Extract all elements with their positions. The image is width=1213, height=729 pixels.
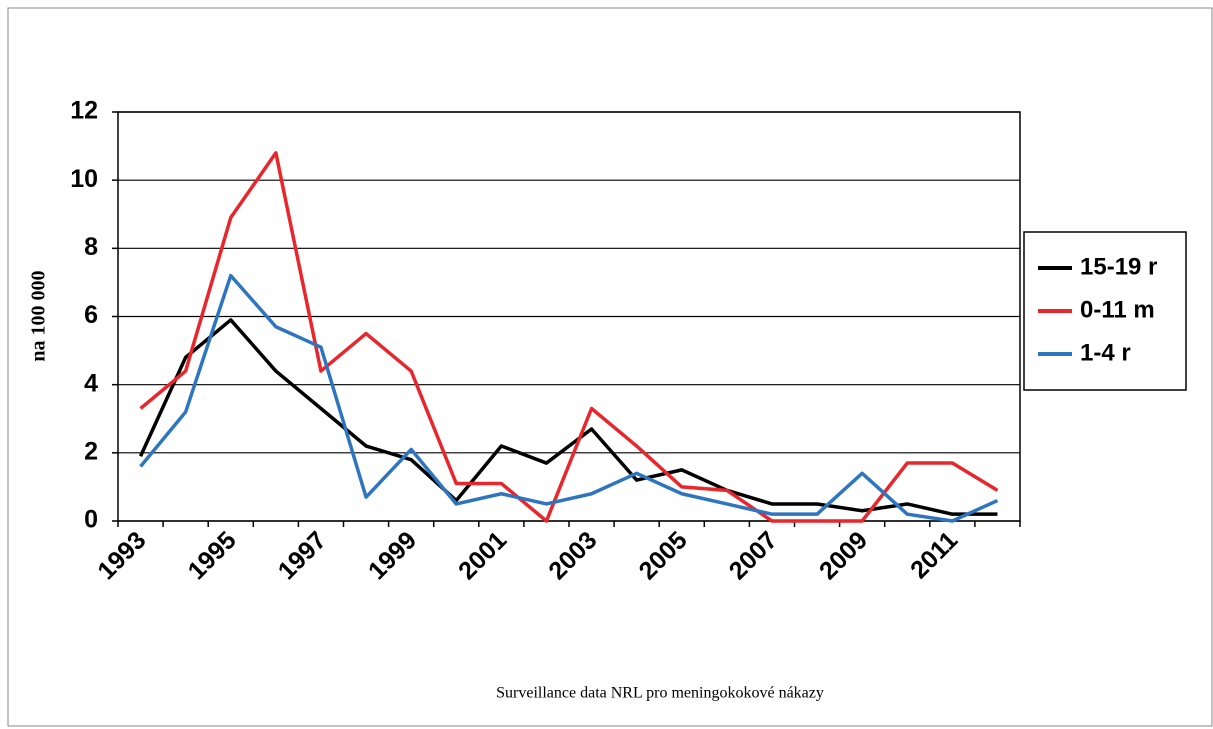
line-series <box>139 273 999 523</box>
x-tick-label: 1993 <box>92 526 151 585</box>
line-series <box>138 318 998 516</box>
line-series <box>139 151 999 523</box>
legend-label: 0-11 m <box>1080 296 1155 323</box>
x-tick-label: 2001 <box>453 526 512 585</box>
y-tick-label: 2 <box>84 437 98 465</box>
y-tick-label: 8 <box>84 233 98 261</box>
legend-label: 1-4 r <box>1080 339 1131 366</box>
legend-label: 15-19 r <box>1080 253 1157 280</box>
x-tick-label: 2005 <box>634 526 693 585</box>
y-axis-label: na 100 000 <box>28 270 50 361</box>
y-tick-label: 6 <box>84 301 98 329</box>
y-tick-label: 4 <box>84 369 98 397</box>
x-tick-label: 2009 <box>814 526 873 585</box>
y-tick-label: 12 <box>70 97 98 125</box>
y-tick-label: 0 <box>84 506 98 534</box>
x-tick-label: 2003 <box>543 526 602 585</box>
y-tick-label: 10 <box>70 165 98 193</box>
x-tick-label: 1999 <box>363 526 422 585</box>
x-tick-label: 2011 <box>905 526 963 584</box>
frame <box>7 7 1213 727</box>
footnote: Surveillance data NRL pro meningokokové … <box>496 685 824 702</box>
x-tick-label: 1995 <box>183 526 242 585</box>
x-tick-label: 2007 <box>724 526 783 585</box>
x-tick-label: 1997 <box>273 526 332 585</box>
